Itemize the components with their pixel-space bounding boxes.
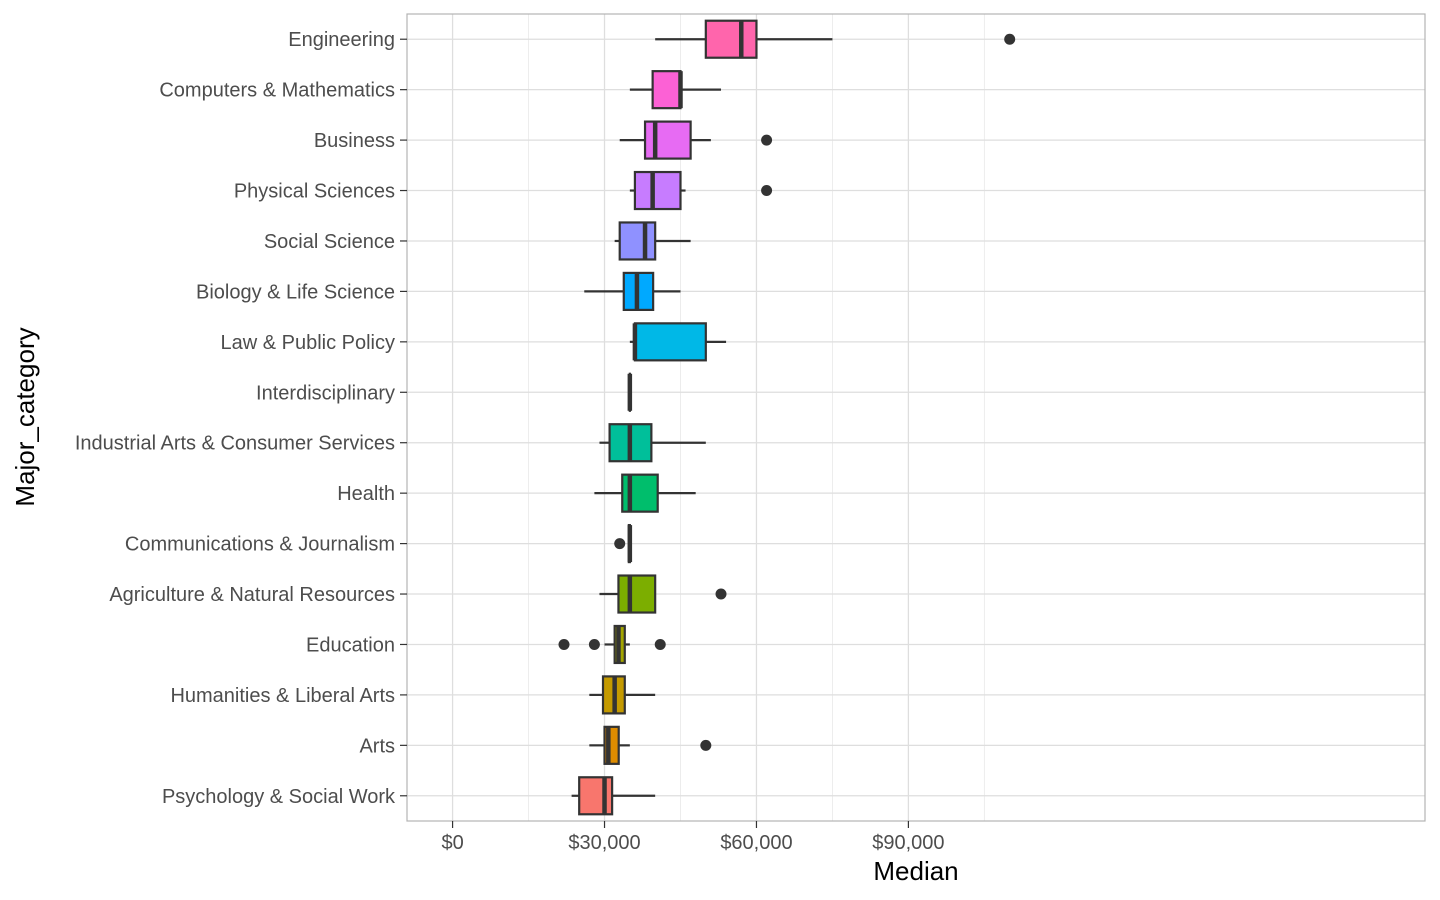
boxplot-series: [558, 19, 1016, 816]
outlier-point: [558, 638, 570, 650]
y-tick-label: Physical Sciences: [234, 181, 395, 203]
boxplot-law-public-policy: [629, 322, 727, 362]
x-tick-label: $30,000: [568, 832, 640, 854]
outlier-point: [654, 638, 666, 650]
y-tick-label: Biology & Life Science: [196, 281, 395, 303]
box-iqr: [643, 120, 692, 160]
box-iqr: [704, 19, 758, 59]
boxplot-communications-journalism: [614, 523, 633, 564]
x-tick-label: $90,000: [872, 832, 944, 854]
box-iqr: [651, 70, 682, 110]
x-tick-label: $60,000: [720, 832, 792, 854]
box-iqr: [618, 221, 657, 261]
y-tick-label: Computers & Mathematics: [159, 80, 395, 102]
y-tick-label: Arts: [359, 735, 395, 757]
panel-border: [406, 13, 1426, 822]
box-iqr: [617, 574, 657, 614]
boxplot-computers-mathematics: [629, 70, 722, 110]
y-tick-label: Social Science: [264, 231, 395, 253]
box-iqr: [633, 322, 707, 362]
x-tick-label: $0: [441, 832, 463, 854]
boxplot-agriculture-natural-resources: [599, 574, 727, 614]
boxplot-industrial-arts-consumer-services: [599, 423, 706, 463]
y-axis-title: Major_category: [10, 327, 40, 506]
boxplot-physical-sciences: [629, 170, 773, 211]
boxplot-health: [594, 473, 696, 513]
y-tick-label: Business: [314, 130, 395, 152]
outlier-point: [715, 588, 727, 600]
y-tick-label: Humanities & Liberal Arts: [170, 685, 395, 707]
y-tick-label: Health: [337, 483, 395, 505]
boxplot-humanities-liberal-arts: [589, 675, 656, 715]
x-axis-title: Median: [873, 856, 958, 886]
y-tick-label: Communications & Journalism: [125, 534, 395, 556]
y-tick-label: Industrial Arts & Consumer Services: [75, 433, 395, 455]
boxplot-biology-life-science: [584, 271, 681, 312]
y-tick-label: Education: [306, 634, 395, 656]
boxplot-education: [558, 624, 666, 665]
y-axis-ticks: Engineering Computers & Mathematics Busine…: [75, 29, 407, 808]
box-iqr: [621, 473, 659, 513]
outlier-point: [588, 638, 600, 650]
x-axis-ticks: $0 $30,000 $60,000 $90,000: [441, 821, 945, 854]
boxplot-social-science: [614, 221, 691, 261]
y-tick-label: Interdisciplinary: [256, 382, 395, 404]
grid-lines: [407, 14, 1425, 821]
y-tick-label: Agriculture & Natural Resources: [109, 584, 395, 606]
boxplot-psychology-social-work: [571, 776, 656, 816]
panel-background: [407, 14, 1425, 821]
outlier-point: [761, 134, 773, 146]
outlier-point: [700, 739, 712, 751]
boxplot-business: [619, 120, 773, 160]
y-tick-label: Engineering: [288, 29, 395, 51]
outlier-point: [1004, 33, 1016, 45]
y-tick-label: Law & Public Policy: [220, 332, 395, 354]
y-tick-label: Psychology & Social Work: [162, 786, 396, 808]
outlier-point: [761, 185, 773, 197]
boxplot-arts: [589, 725, 712, 765]
outlier-point: [614, 538, 626, 550]
boxplot-engineering: [655, 19, 1016, 59]
box-iqr: [633, 170, 682, 211]
box-iqr: [578, 776, 614, 816]
